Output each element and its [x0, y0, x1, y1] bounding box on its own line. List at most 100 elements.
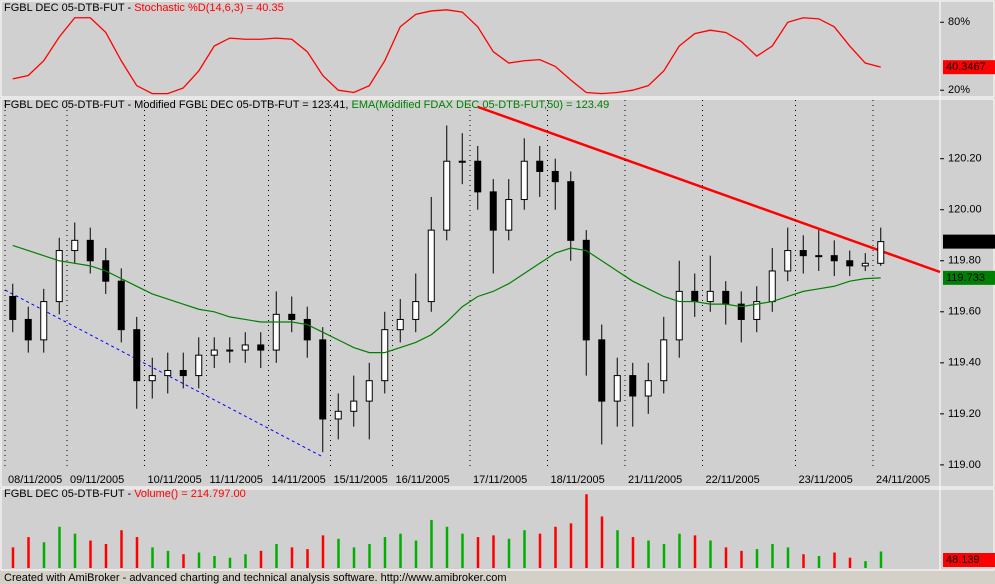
candle-body [675, 290, 683, 341]
volume-bar [337, 538, 340, 568]
candle-body [458, 160, 466, 163]
candle-body [272, 313, 280, 351]
volume-bar [197, 552, 201, 568]
y-tick-label: 20% [948, 84, 970, 96]
x-tick-label: 17/11/2005 [473, 474, 527, 486]
volume-bar [864, 561, 867, 568]
x-tick-label: 09/11/2005 [70, 474, 124, 486]
volume-bar [755, 549, 759, 568]
volume-bar [461, 533, 464, 568]
value-box [943, 60, 995, 75]
volume-bar [275, 543, 278, 568]
candle-body [117, 280, 125, 331]
candle-body [71, 239, 79, 252]
candle-body [148, 375, 156, 382]
volume-bar [724, 547, 728, 568]
x-tick-label: 14/11/2005 [272, 474, 326, 486]
volume-bar [104, 543, 108, 568]
volume-bar [166, 550, 170, 568]
candle-body [768, 270, 776, 303]
volume-bar [662, 543, 666, 568]
candle-body [660, 339, 668, 382]
candle-body [613, 375, 621, 402]
volume-bar [631, 537, 635, 568]
title-part: EMA(Modified FDAX DEC 05-DTB-FUT,50) = 1… [352, 99, 610, 111]
volume-pane [0, 488, 995, 571]
y-tick-label: 120.20 [948, 153, 982, 165]
pane-title: FGBL DEC 05-DTB-FUT - Modified FGBL DEC … [4, 99, 609, 111]
candle-body [334, 410, 342, 420]
volume-bar [290, 547, 294, 568]
volume-bar [414, 540, 418, 568]
candle-body [350, 400, 358, 412]
x-tick-label: 21/11/2005 [628, 474, 682, 486]
volume-bar [182, 554, 185, 568]
volume-bar [817, 555, 821, 568]
y-tick-label: 120.00 [948, 204, 982, 216]
volume-bar [368, 543, 371, 568]
volume-bar [42, 542, 46, 568]
x-tick-label: 24/11/2005 [876, 474, 930, 486]
candle-body [133, 329, 141, 382]
volume-bar [120, 530, 123, 568]
x-tick-label: 23/11/2005 [799, 474, 853, 486]
candle-body [784, 250, 792, 272]
volume-bar [259, 550, 263, 568]
candle-body [427, 229, 435, 303]
volume-bar [306, 549, 309, 568]
volume-bar [430, 519, 433, 568]
candle-body [706, 290, 714, 303]
volume-bar [538, 533, 542, 568]
y-tick-label: 119.00 [948, 459, 981, 471]
y-tick-label: 119.80 [948, 255, 981, 267]
volume-bar [740, 550, 743, 568]
candle-body [877, 241, 885, 264]
volume-bar [786, 547, 790, 568]
candle-body [55, 250, 63, 303]
volume-bar [492, 535, 495, 568]
volume-bar [523, 530, 526, 568]
last-value-label: 119.733 [946, 272, 985, 284]
volume-bar [569, 523, 573, 568]
candle-body [799, 250, 807, 257]
volume-bar [244, 554, 247, 568]
ema-line [12, 244, 881, 354]
candle-body [722, 290, 730, 305]
value-box [943, 270, 995, 285]
candle-body [412, 301, 420, 320]
last-value-label: 48.139 [946, 554, 980, 566]
x-tick-label: 15/11/2005 [334, 474, 388, 486]
volume-bar [135, 537, 139, 568]
volume-bar [802, 554, 805, 568]
candle-body [40, 301, 48, 341]
candle-body [629, 375, 637, 397]
candle-body [257, 344, 265, 351]
candle-body [520, 160, 528, 201]
title-part: FGBL DEC 05-DTB-FUT - [4, 2, 134, 14]
last-value-label: 40.3467 [946, 61, 986, 73]
candle-body [644, 380, 652, 397]
title-part: FGBL DEC 05-DTB-FUT - [4, 488, 134, 500]
pane-title: FGBL DEC 05-DTB-FUT - Stochastic %D(14,6… [4, 2, 284, 14]
volume-bar [693, 535, 697, 568]
last-value-label: 119.875 [946, 236, 985, 248]
candle-body [86, 239, 94, 262]
volume-bar [585, 494, 588, 568]
title-part: FGBL DEC 05-DTB-FUT - Modified FGBL DEC … [4, 99, 352, 111]
volume-bar [647, 540, 650, 568]
x-tick-label: 10/11/2005 [148, 474, 202, 486]
volume-bar [58, 526, 61, 568]
candle-body [443, 160, 451, 231]
volume-bar [11, 547, 15, 568]
candle-body [861, 262, 869, 267]
candle-body [195, 354, 203, 377]
x-tick-label: 08/11/2005 [8, 474, 62, 486]
candle-body [9, 295, 17, 320]
x-tick-label: 16/11/2005 [396, 474, 450, 486]
candle-body [536, 160, 544, 172]
volume-bar [383, 537, 387, 568]
candle-body [365, 380, 373, 402]
volume-bar [709, 540, 712, 568]
stochastic-line [12, 9, 881, 95]
volume-bar [213, 555, 216, 568]
